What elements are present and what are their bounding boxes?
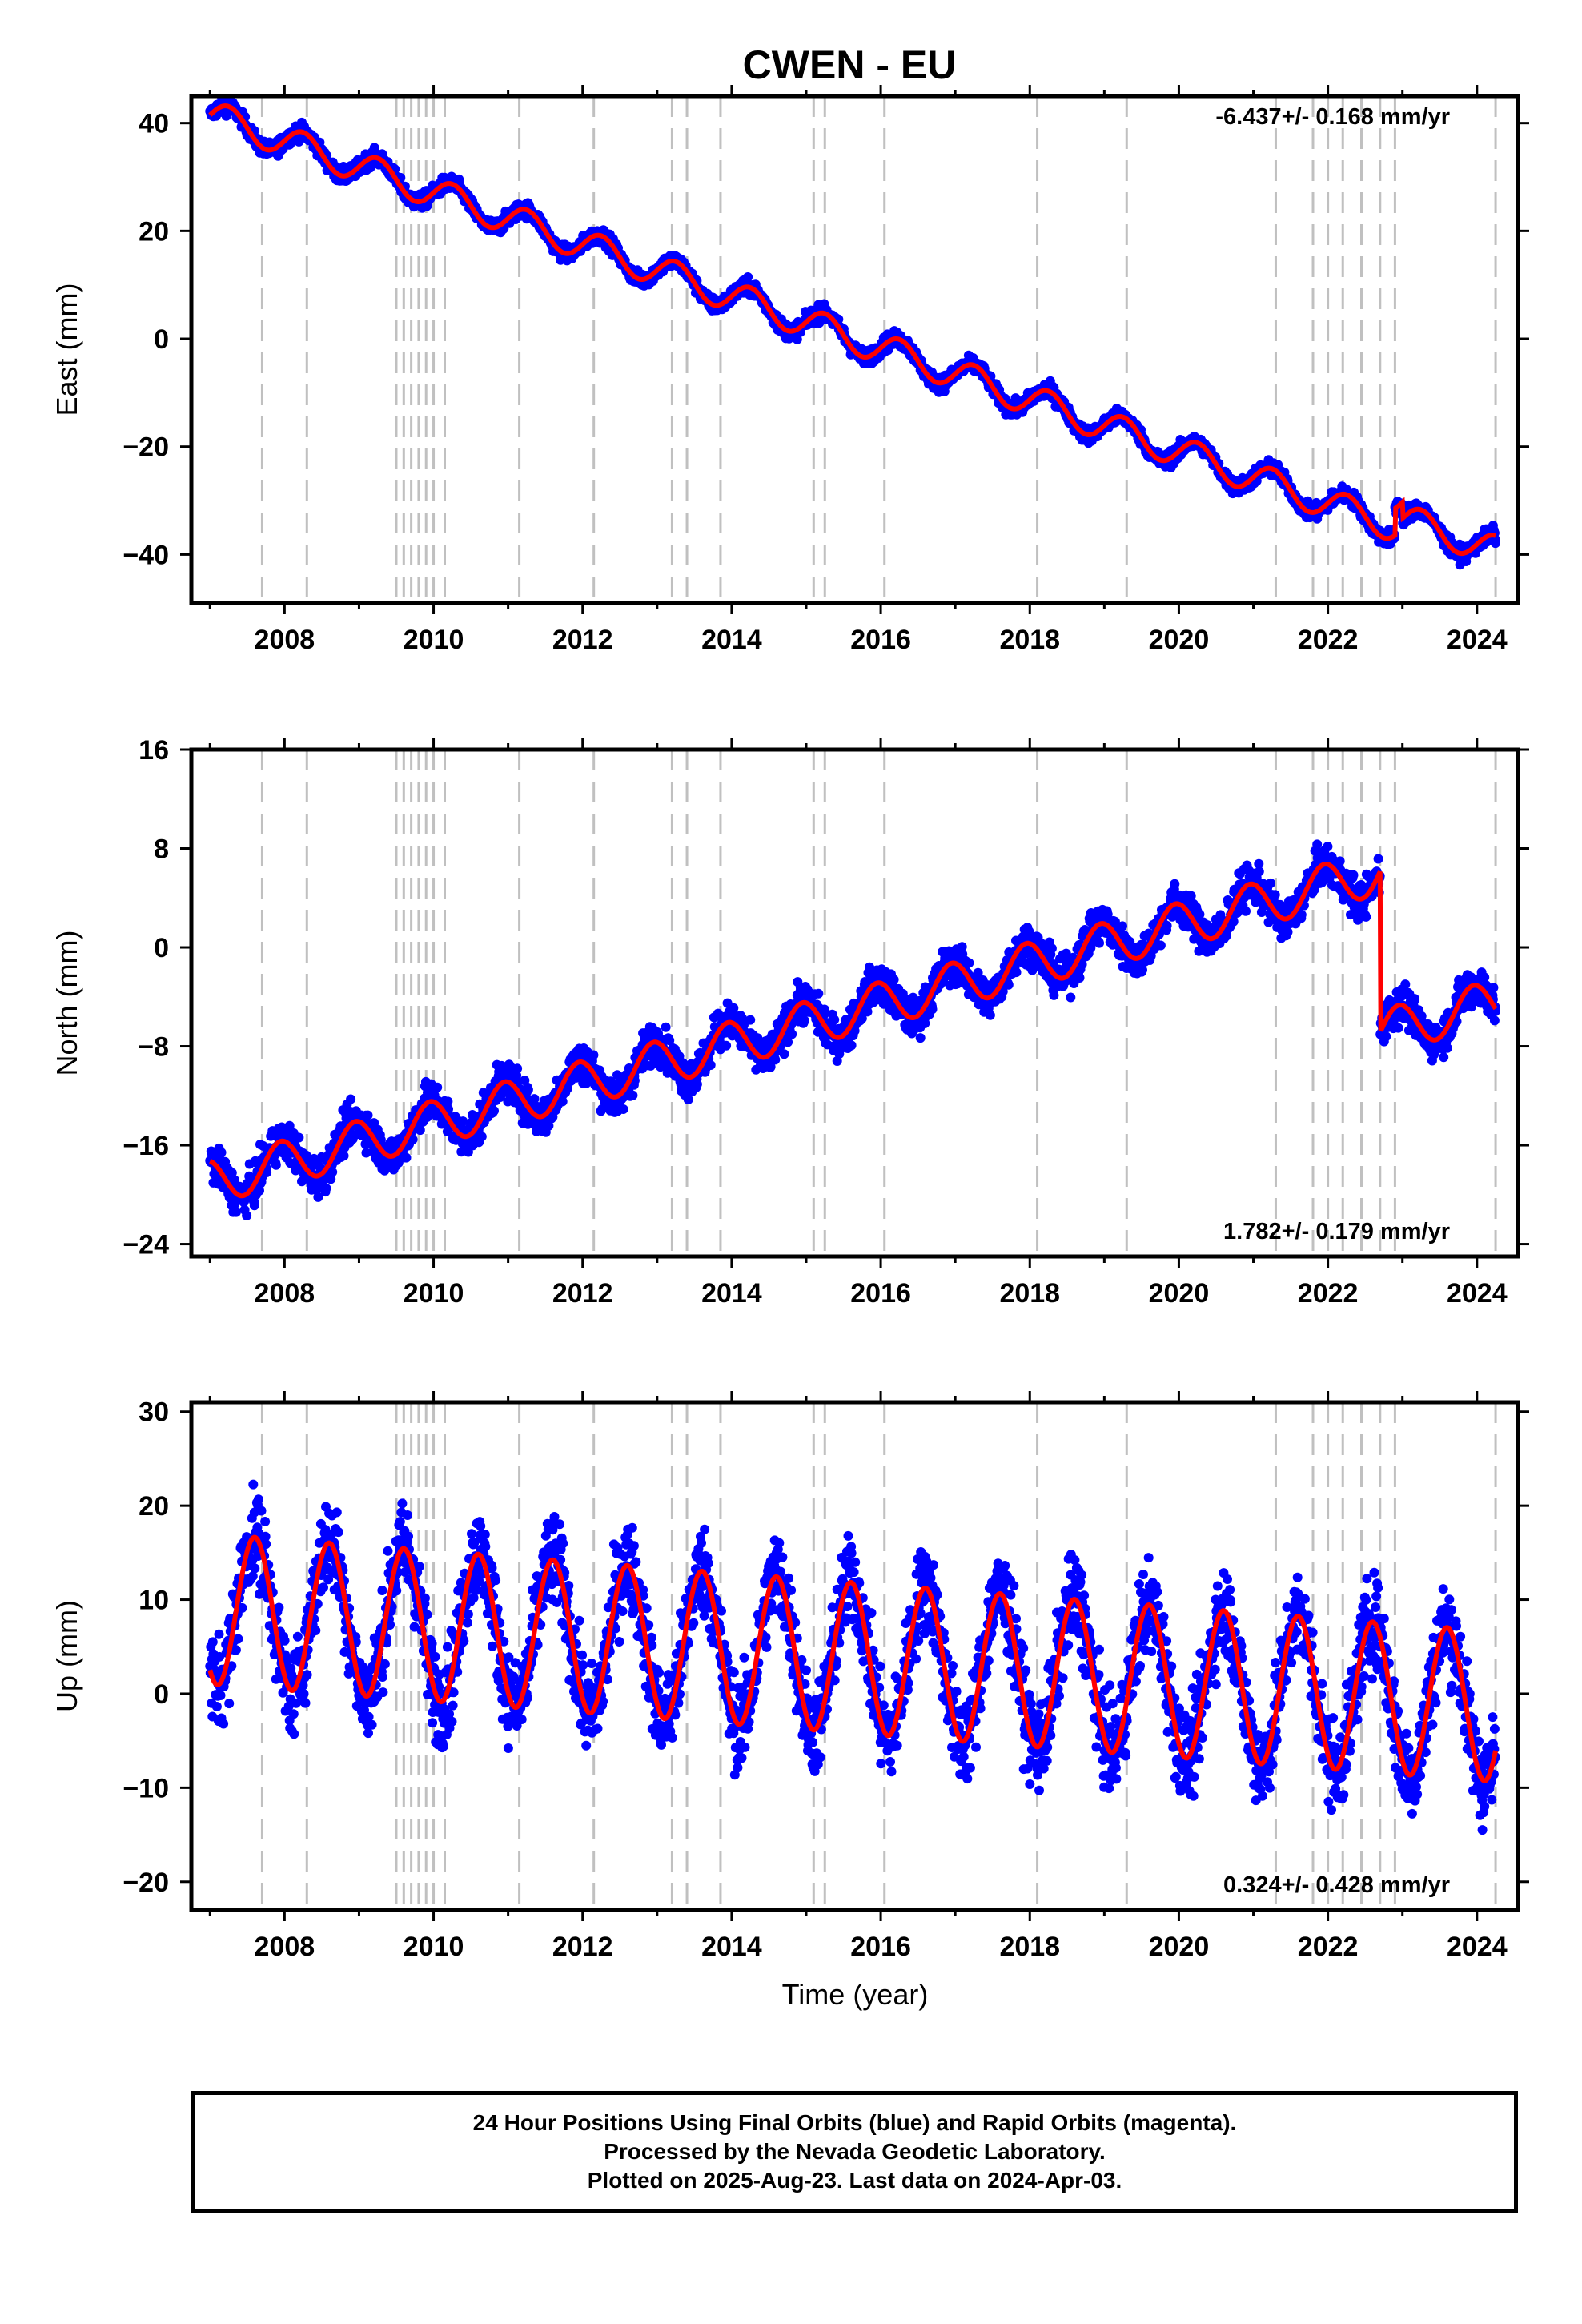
east-rate-label: -6.437+/- 0.168 mm/yr xyxy=(1215,104,1450,130)
data-point xyxy=(661,1022,671,1032)
data-point xyxy=(415,1125,425,1136)
data-point xyxy=(249,1200,259,1211)
x-tick-label: 2022 xyxy=(1298,625,1359,655)
data-point xyxy=(523,1084,533,1095)
y-tick-label: −40 xyxy=(122,540,169,570)
data-point xyxy=(692,1079,702,1089)
data-point xyxy=(321,1183,331,1193)
x-tick-label: 2024 xyxy=(1447,625,1508,655)
data-point xyxy=(927,1004,938,1015)
data-point xyxy=(489,1106,499,1116)
data-point xyxy=(770,1055,781,1065)
x-tick-label: 2020 xyxy=(1149,625,1210,655)
data-point xyxy=(401,1152,412,1163)
data-point xyxy=(721,1040,732,1051)
east-points xyxy=(205,96,1500,570)
data-point xyxy=(476,1132,487,1142)
north-panel: 2008 2010 2012 2014 2016 2018 2020 2022 2024−24−… xyxy=(50,735,1529,1309)
data-point xyxy=(346,1094,356,1104)
x-tick-label: 2010 xyxy=(404,625,464,655)
x-tick-label: 2018 xyxy=(999,625,1060,655)
data-point xyxy=(779,1049,789,1059)
data-point xyxy=(432,1082,443,1092)
data-point xyxy=(512,1063,523,1074)
data-point xyxy=(588,1050,599,1060)
y-tick-label: 20 xyxy=(139,216,169,247)
y-tick-label: −20 xyxy=(122,432,169,463)
data-point xyxy=(363,1110,373,1120)
data-point xyxy=(743,272,753,282)
data-point xyxy=(813,988,824,999)
east-y-axis-label: East (mm) xyxy=(50,283,83,416)
x-tick-label: 2008 xyxy=(255,625,315,655)
chart-title: CWEN - EU xyxy=(743,42,957,87)
data-point xyxy=(618,1104,628,1114)
north-points xyxy=(205,839,1500,1220)
data-point xyxy=(628,1090,638,1100)
y-tick-label: 40 xyxy=(139,109,169,139)
data-point xyxy=(294,1132,304,1143)
data-point xyxy=(216,1148,227,1158)
data-point xyxy=(231,1207,241,1217)
x-tick-label: 2014 xyxy=(701,625,762,655)
y-tick-label: 0 xyxy=(154,324,169,355)
x-tick-label: 2012 xyxy=(552,625,613,655)
east-panel: 2008 2010 2012 2014 2016 2018 2020 2022 2024 −40 −… xyxy=(50,85,1529,655)
x-tick-label: 2016 xyxy=(850,625,911,655)
data-point xyxy=(846,1040,857,1051)
data-point xyxy=(889,975,899,985)
data-point xyxy=(1490,538,1500,549)
data-point xyxy=(800,1015,809,1026)
data-point xyxy=(915,1033,926,1043)
data-point xyxy=(705,1060,716,1070)
data-point xyxy=(745,1015,756,1025)
data-point xyxy=(829,1015,840,1025)
data-point xyxy=(787,1029,797,1039)
data-point xyxy=(271,1160,281,1170)
data-point xyxy=(242,1211,252,1220)
data-point xyxy=(792,334,802,344)
data-point xyxy=(339,1151,349,1161)
